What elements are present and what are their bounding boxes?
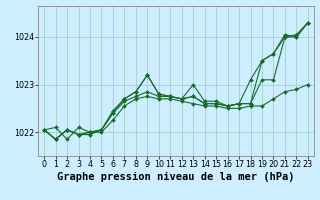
- X-axis label: Graphe pression niveau de la mer (hPa): Graphe pression niveau de la mer (hPa): [57, 172, 295, 182]
